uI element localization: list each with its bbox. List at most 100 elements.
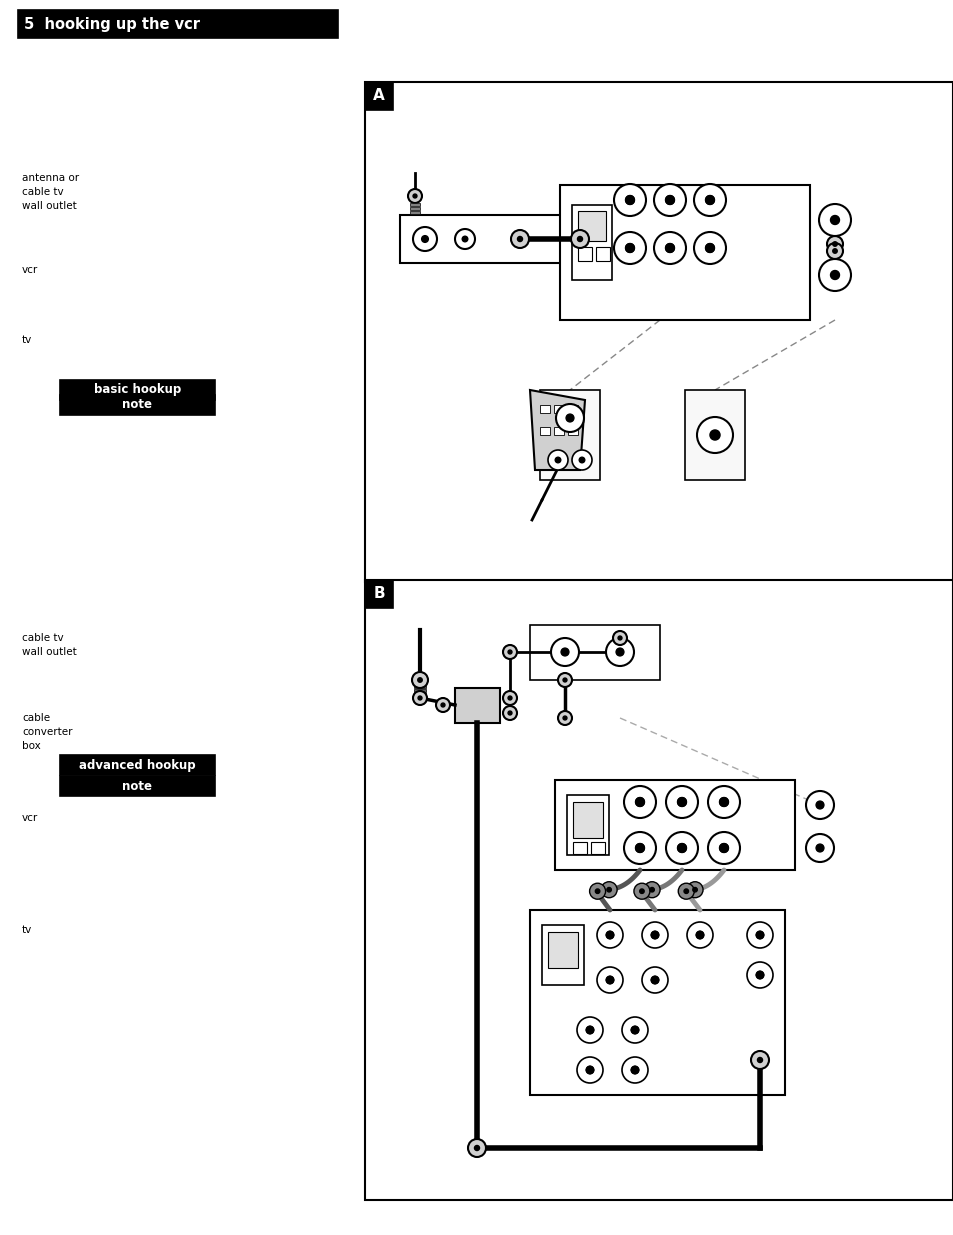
- Circle shape: [623, 832, 656, 864]
- Circle shape: [719, 844, 728, 852]
- Circle shape: [555, 457, 560, 463]
- Circle shape: [562, 678, 566, 682]
- Text: wall outlet: wall outlet: [22, 647, 76, 657]
- Circle shape: [606, 977, 613, 983]
- Bar: [554, 427, 563, 435]
- Circle shape: [832, 248, 837, 253]
- Circle shape: [696, 931, 702, 939]
- Bar: [547, 932, 578, 968]
- Bar: [414, 685, 426, 688]
- Circle shape: [508, 650, 512, 655]
- Circle shape: [757, 1057, 761, 1062]
- Text: box: box: [22, 741, 41, 751]
- Bar: [60, 776, 214, 797]
- Circle shape: [577, 1057, 602, 1083]
- Circle shape: [815, 802, 823, 809]
- Circle shape: [692, 888, 697, 892]
- Circle shape: [635, 798, 644, 806]
- Circle shape: [818, 259, 850, 291]
- Text: wall outlet: wall outlet: [22, 201, 76, 211]
- Bar: [414, 689, 426, 692]
- Circle shape: [665, 196, 673, 204]
- Bar: [559, 185, 809, 320]
- Circle shape: [625, 245, 634, 252]
- Circle shape: [474, 1146, 479, 1151]
- Bar: [530, 625, 659, 680]
- Bar: [410, 211, 419, 214]
- Circle shape: [665, 245, 673, 252]
- Bar: [590, 842, 604, 853]
- Circle shape: [631, 1026, 638, 1034]
- Circle shape: [440, 703, 444, 706]
- Circle shape: [436, 698, 450, 713]
- Circle shape: [468, 1139, 485, 1157]
- Circle shape: [595, 889, 599, 893]
- Circle shape: [709, 430, 720, 440]
- Circle shape: [696, 931, 703, 939]
- Circle shape: [665, 832, 698, 864]
- Circle shape: [511, 230, 529, 248]
- Circle shape: [641, 923, 667, 948]
- Circle shape: [461, 236, 467, 242]
- Circle shape: [417, 678, 422, 682]
- Circle shape: [750, 1051, 768, 1070]
- Circle shape: [654, 232, 685, 264]
- Circle shape: [705, 196, 713, 204]
- Bar: [365, 580, 952, 1200]
- Text: antenna or: antenna or: [22, 173, 79, 183]
- Circle shape: [586, 1066, 593, 1073]
- Text: vcr: vcr: [22, 813, 38, 823]
- Circle shape: [683, 889, 688, 893]
- Circle shape: [556, 404, 583, 432]
- Circle shape: [625, 195, 634, 205]
- Bar: [60, 755, 214, 776]
- Text: advanced hookup: advanced hookup: [79, 758, 195, 772]
- Circle shape: [651, 931, 658, 939]
- Circle shape: [665, 243, 674, 252]
- Text: B: B: [373, 587, 384, 601]
- Circle shape: [558, 711, 572, 725]
- Circle shape: [832, 242, 837, 246]
- Bar: [414, 697, 426, 700]
- Bar: [455, 688, 499, 722]
- Bar: [555, 781, 794, 869]
- Text: cable tv: cable tv: [22, 186, 64, 198]
- Circle shape: [455, 228, 475, 249]
- Circle shape: [635, 844, 644, 852]
- Circle shape: [577, 236, 582, 242]
- Circle shape: [665, 195, 674, 205]
- Bar: [60, 395, 214, 415]
- Bar: [60, 380, 214, 400]
- Circle shape: [606, 931, 613, 939]
- Bar: [410, 203, 419, 206]
- Circle shape: [558, 673, 572, 687]
- Bar: [554, 405, 563, 412]
- Bar: [365, 580, 393, 608]
- Circle shape: [605, 638, 634, 666]
- Circle shape: [614, 184, 645, 216]
- Text: A: A: [373, 89, 384, 104]
- Circle shape: [625, 196, 634, 204]
- Circle shape: [707, 832, 740, 864]
- Circle shape: [654, 184, 685, 216]
- Bar: [573, 842, 586, 853]
- Circle shape: [756, 931, 762, 939]
- Text: 5  hooking up the vcr: 5 hooking up the vcr: [24, 16, 200, 32]
- Circle shape: [830, 216, 839, 225]
- Circle shape: [421, 236, 428, 242]
- Circle shape: [597, 923, 622, 948]
- Circle shape: [705, 243, 714, 252]
- Circle shape: [565, 414, 574, 422]
- Circle shape: [693, 184, 725, 216]
- Circle shape: [613, 631, 626, 645]
- Circle shape: [677, 844, 686, 852]
- Circle shape: [614, 232, 645, 264]
- Circle shape: [686, 882, 702, 898]
- Circle shape: [805, 834, 833, 862]
- Bar: [567, 427, 578, 435]
- Circle shape: [412, 672, 428, 688]
- Text: tv: tv: [22, 925, 32, 935]
- Circle shape: [677, 798, 686, 806]
- Circle shape: [686, 923, 712, 948]
- Circle shape: [502, 692, 517, 705]
